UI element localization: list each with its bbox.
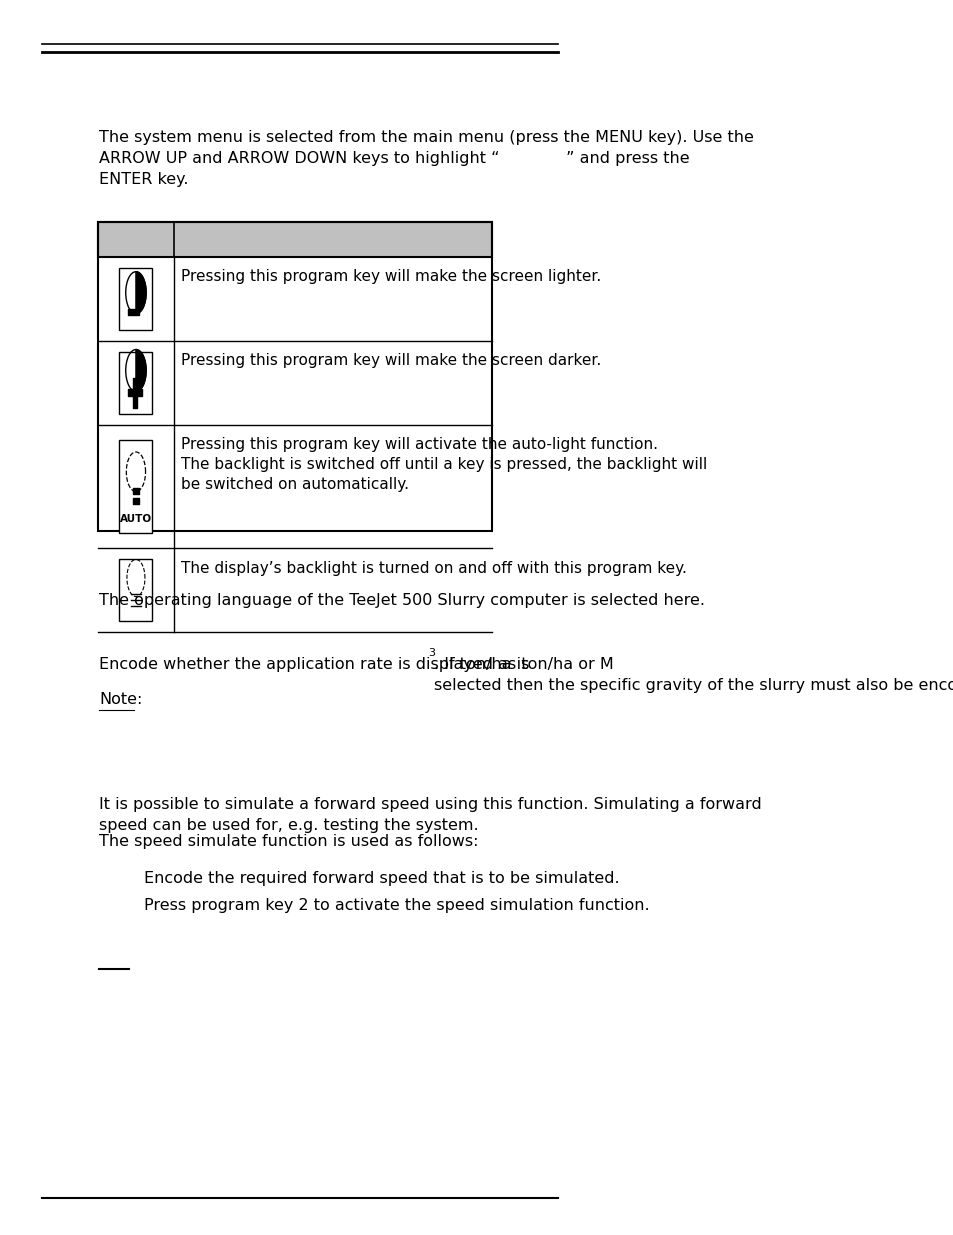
Text: Pressing this program key will make the screen darker.: Pressing this program key will make the … [181, 353, 601, 368]
Polygon shape [135, 350, 146, 391]
FancyBboxPatch shape [98, 222, 492, 257]
Text: Note:: Note: [99, 692, 142, 706]
Text: Pressing this program key will activate the auto-light function.
The backlight i: Pressing this program key will activate … [181, 437, 707, 492]
Text: The speed simulate function is used as follows:: The speed simulate function is used as f… [99, 834, 478, 848]
Text: . If ton/ha is
selected then the specific gravity of the slurry must also be enc: . If ton/ha is selected then the specifi… [434, 657, 953, 693]
Text: Press program key 2 to activate the speed simulation function.: Press program key 2 to activate the spee… [144, 898, 649, 913]
FancyBboxPatch shape [119, 352, 152, 414]
Text: It is possible to simulate a forward speed using this function. Simulating a for: It is possible to simulate a forward spe… [99, 797, 761, 832]
Text: The display’s backlight is turned on and off with this program key.: The display’s backlight is turned on and… [181, 561, 686, 576]
Text: 3: 3 [428, 648, 435, 658]
FancyBboxPatch shape [119, 559, 152, 621]
Text: Encode the required forward speed that is to be simulated.: Encode the required forward speed that i… [144, 871, 619, 885]
FancyBboxPatch shape [119, 268, 152, 330]
Polygon shape [135, 272, 146, 314]
FancyBboxPatch shape [119, 441, 152, 534]
Text: The operating language of the TeeJet 500 Slurry computer is selected here.: The operating language of the TeeJet 500… [99, 593, 704, 608]
Text: AUTO: AUTO [120, 514, 152, 524]
Text: The system menu is selected from the main menu (press the MENU key). Use the
ARR: The system menu is selected from the mai… [99, 130, 753, 186]
Text: Pressing this program key will make the screen lighter.: Pressing this program key will make the … [181, 269, 601, 284]
Text: Encode whether the application rate is displayed as ton/ha or M: Encode whether the application rate is d… [99, 657, 613, 672]
